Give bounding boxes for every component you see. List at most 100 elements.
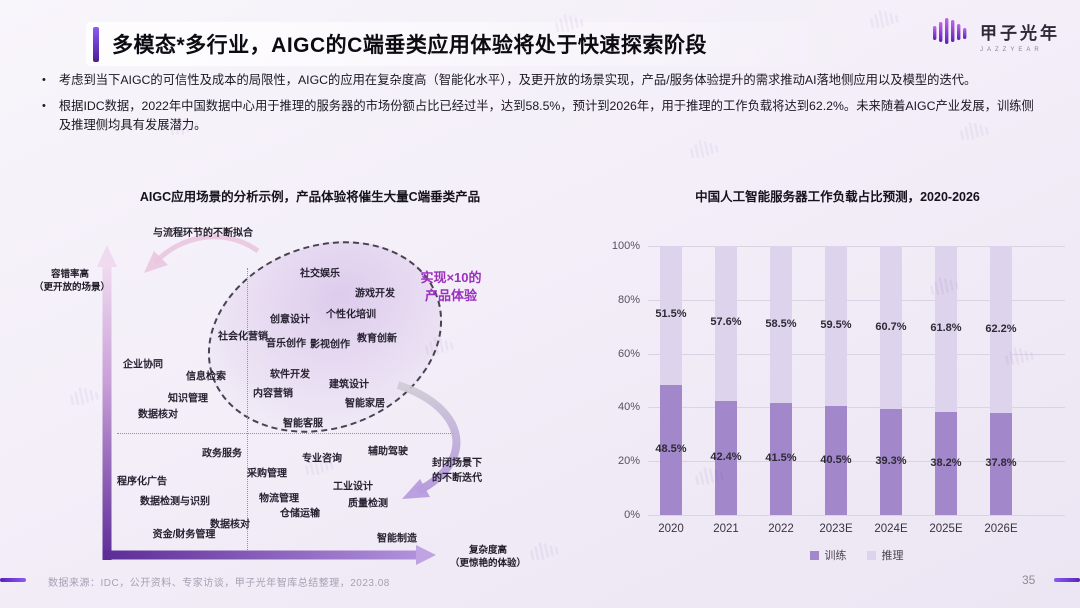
gridline xyxy=(648,407,1065,409)
inference-value-label: 60.7% xyxy=(875,320,907,333)
inference-value-label: 51.5% xyxy=(655,308,687,321)
diagram-item: 企业协同 xyxy=(123,359,163,371)
bar-segment-training xyxy=(935,412,957,515)
legend-item: 推理 xyxy=(866,547,904,563)
bar-segment-training xyxy=(825,406,847,515)
diagram-item: 音乐创作 xyxy=(266,338,306,350)
gridline xyxy=(648,299,1065,301)
y-axis-label: 容错率高 （更开放的场景） xyxy=(34,269,111,293)
annotation-process-fitting: 与流程环节的不断拟合 xyxy=(153,228,253,239)
y-axis-tick: 0% xyxy=(624,509,640,521)
chart-legend: 训练 推理 xyxy=(648,547,1065,563)
bar-segment-inference xyxy=(825,246,847,407)
quadrant-divider-horizontal xyxy=(117,433,455,434)
summary-bullets: • 考虑到当下AIGC的可信性及成本的局限性，AIGC的应用在复杂度高（智能化水平… xyxy=(42,71,1044,142)
stacked-bar xyxy=(990,246,1012,515)
legend-swatch xyxy=(866,550,876,560)
diagram-title: AIGC应用场景的分析示例，产品体验将催生大量C端垂类产品 xyxy=(139,190,481,204)
diagram-item: 社会化营销 xyxy=(218,331,268,343)
bullet-marker-icon: • xyxy=(42,100,46,113)
diagram-item: 政务服务 xyxy=(202,448,242,460)
diagram-item: 工业设计 xyxy=(333,481,373,493)
brand-subtitle: JAZZYEAR xyxy=(980,46,1043,53)
training-value-label: 48.5% xyxy=(655,442,687,455)
diagram-item: 物流管理 xyxy=(259,493,299,505)
gridline xyxy=(648,515,1065,516)
diagram-item: 游戏开发 xyxy=(355,288,395,300)
diagram-item: 数据核对 xyxy=(210,519,250,531)
brand-logo: 甲子光年 JAZZYEAR xyxy=(932,16,1060,55)
bar-segment-training xyxy=(715,400,737,515)
bar-plot-area: 51.5% 48.5% 57.6% 42.4% 58.5% 41.5% 59.5% 40.5%… xyxy=(648,240,1065,516)
x-axis-category-label: 2022 xyxy=(768,523,794,535)
legend-label: 训练 xyxy=(824,550,847,562)
bar-segment-inference xyxy=(935,246,957,413)
stacked-bar xyxy=(935,246,957,515)
stacked-bar xyxy=(715,246,737,515)
x-axis-category-label: 2024E xyxy=(874,523,908,535)
bullet-text: 根据IDC数据，2022年中国数据中心用于推理的服务器的市场份额占比已经过半，达… xyxy=(58,99,1034,133)
y-axis-tick: 100% xyxy=(611,240,640,252)
legend-item: 训练 xyxy=(809,547,847,563)
quadrant-divider-vertical xyxy=(247,268,248,550)
bar-segment-training xyxy=(990,413,1012,515)
stacked-bar xyxy=(770,246,792,515)
inference-value-label: 58.5% xyxy=(765,317,797,330)
x-axis-category-label: 2020 xyxy=(658,523,684,535)
x-axis-category-label: 2021 xyxy=(713,523,739,535)
diagram-item: 程序化广告 xyxy=(117,476,167,488)
training-value-label: 37.8% xyxy=(985,457,1017,470)
diagram-item: 个性化培训 xyxy=(326,309,376,321)
brand-name: 甲子光年 xyxy=(980,23,1060,43)
inference-value-label: 62.2% xyxy=(985,322,1017,335)
inference-value-label: 61.8% xyxy=(930,322,962,335)
x-axis-category-label: 2026E xyxy=(984,523,1018,535)
training-value-label: 39.3% xyxy=(875,455,907,468)
bar-segment-inference xyxy=(990,246,1012,414)
diagram-item: 智能家居 xyxy=(345,398,385,410)
bullet-marker-icon: • xyxy=(42,74,46,86)
diagram-item: 智能制造 xyxy=(377,533,417,545)
chart-title: 中国人工智能服务器工作负载占比预测，2020-2026 xyxy=(695,190,980,204)
diagram-item: 内容营销 xyxy=(253,388,293,400)
diagram-item: 软件开发 xyxy=(270,369,310,381)
bar-segment-inference xyxy=(770,246,792,404)
gridline xyxy=(648,353,1065,355)
footer-accent-right xyxy=(1054,578,1080,582)
x-axis-category-label: 2025E xyxy=(929,523,963,535)
legend-label: 推理 xyxy=(881,550,904,562)
title-strip xyxy=(86,22,886,66)
quadrant-diagram: 容错率高 （更开放的场景） 复杂度高 （更惊艳的体验） 与流程环节的不断拟合 实… xyxy=(34,209,580,577)
bullet-item: • 根据IDC数据，2022年中国数据中心用于推理的服务器的市场份额占比已经过半，… xyxy=(42,97,1044,135)
y-axis-tick: 40% xyxy=(617,401,640,414)
y-axis-tick: 80% xyxy=(617,293,640,306)
diagram-item: 资金/财务管理 xyxy=(152,529,216,541)
gridline xyxy=(648,461,1065,463)
diagram-item: 仓储运输 xyxy=(280,508,320,520)
diagram-item: 信息检索 xyxy=(186,371,226,383)
footer-accent-left xyxy=(0,578,26,582)
page-number: 35 xyxy=(1022,573,1036,587)
bar-segment-training xyxy=(880,409,902,515)
diagram-item: 社交娱乐 xyxy=(300,268,340,280)
diagram-item: 知识管理 xyxy=(168,393,208,405)
diagram-item: 采购管理 xyxy=(247,468,287,480)
footer-source-text: 数据来源：IDC，公开资料、专家访谈，甲子光年智库总结整理，2023.08 xyxy=(48,578,390,589)
diagram-item: 创意设计 xyxy=(270,314,310,326)
diagram-item: 智能客服 xyxy=(283,418,323,430)
diagram-item: 建筑设计 xyxy=(329,379,369,391)
title-accent-bar xyxy=(93,27,99,62)
annotation-10x-experience: 实现×10的 产品体验 xyxy=(420,270,482,303)
bar-segment-inference xyxy=(880,246,902,410)
diagram-item: 数据检测与识别 xyxy=(140,496,210,508)
diagram-item: 专业咨询 xyxy=(302,453,342,465)
diagram-item: 教育创新 xyxy=(357,333,397,345)
legend-swatch xyxy=(809,550,819,560)
training-value-label: 40.5% xyxy=(820,453,852,466)
diagram-item: 辅助驾驶 xyxy=(368,446,408,458)
diagram-item: 质量检测 xyxy=(348,498,388,510)
page-title: 多模态*多行业，AIGC的C端垂类应用体验将处于快速探索阶段 xyxy=(112,34,707,57)
training-value-label: 38.2% xyxy=(930,456,962,469)
diagram-item: 数据核对 xyxy=(138,409,178,421)
inference-value-label: 59.5% xyxy=(820,319,852,332)
